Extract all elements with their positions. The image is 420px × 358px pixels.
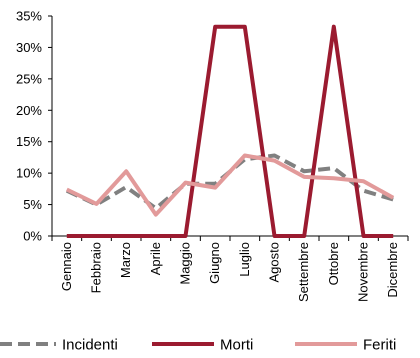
- x-tick-label: Giugno: [207, 242, 222, 284]
- y-tick-label: 20%: [16, 103, 42, 118]
- x-tick-label: Gennaio: [59, 242, 74, 291]
- y-tick-label: 0%: [23, 229, 42, 244]
- x-tick-label: Aprile: [148, 242, 163, 275]
- y-tick-label: 15%: [16, 134, 42, 149]
- axes: [48, 15, 409, 241]
- series-lines: [65, 24, 395, 238]
- x-tick-label: Agosto: [267, 242, 282, 282]
- y-tick-label: 35%: [16, 9, 42, 24]
- y-tick-label: 5%: [23, 197, 42, 212]
- tick-labels: 0% 5% 10% 15% 20% 25% 30% 35% Gennaio Febbraio Mar…: [16, 9, 400, 302]
- legend-label-feriti: Feriti: [363, 337, 396, 354]
- x-tick-label: Ottobre: [326, 242, 341, 285]
- series-line-morti: [66, 24, 394, 238]
- x-tick-label: Dicembre: [385, 242, 400, 298]
- x-tick-label: Febbraio: [89, 242, 104, 293]
- y-tick-label: 25%: [16, 71, 42, 86]
- y-tick-label: 10%: [16, 166, 42, 181]
- x-tick-label: Marzo: [118, 242, 133, 278]
- legend: Incidenti Morti Feriti: [0, 337, 396, 354]
- legend-label-morti: Morti: [220, 337, 253, 354]
- series-line-feriti: [65, 153, 395, 217]
- y-tick-label: 30%: [16, 40, 42, 55]
- x-tick-label: Maggio: [178, 242, 193, 285]
- legend-label-incidenti: Incidenti: [62, 337, 118, 354]
- x-tick-label: Novembre: [356, 242, 371, 302]
- x-tick-label: Settembre: [296, 242, 311, 302]
- x-tick-label: Luglio: [237, 242, 252, 277]
